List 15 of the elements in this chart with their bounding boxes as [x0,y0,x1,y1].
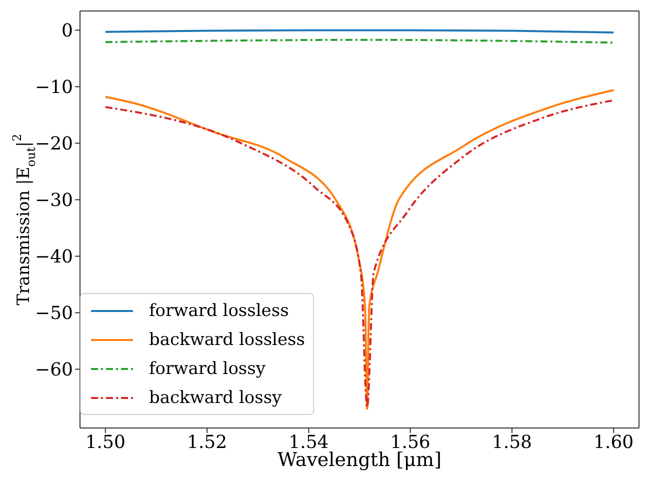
legend-label: forward lossless [149,300,289,320]
legend-label: backward lossless [149,330,306,350]
x-tick-label: 1.52 [187,432,228,453]
x-tick-label: 1.58 [492,432,532,453]
y-tick-label: −10 [35,77,73,98]
x-tick-label: 1.50 [85,432,126,453]
y-tick-label: −30 [35,190,73,212]
legend-label: forward lossy [149,358,266,378]
y-tick-label: 0 [62,20,73,42]
x-tick-label: 1.60 [594,432,634,453]
y-tick-label: −40 [35,246,73,268]
y-tick-label: −20 [35,134,73,155]
y-tick-label: −60 [35,360,73,381]
legend-label: backward lossy [149,388,282,408]
y-tick-label: −50 [35,303,73,324]
